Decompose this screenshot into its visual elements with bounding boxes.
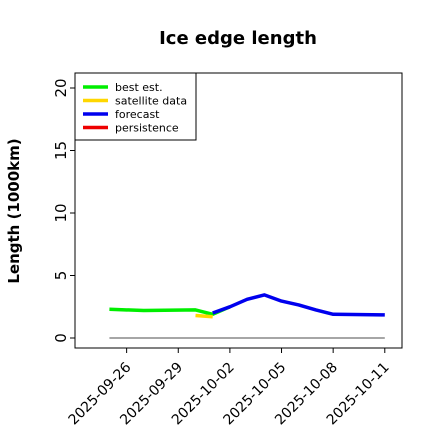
- y-tick-label: 5: [52, 271, 70, 281]
- legend-label: best est.: [115, 81, 163, 94]
- legend-label: satellite data: [115, 95, 187, 108]
- y-axis-label: Length (1000km): [5, 138, 23, 283]
- legend: best est.satellite dataforecastpersisten…: [74, 72, 197, 141]
- y-tick-label: 15: [52, 141, 70, 160]
- legend-label: forecast: [115, 108, 160, 121]
- y-tick-label: 20: [52, 78, 70, 97]
- series-line-best-est: [109, 305, 231, 317]
- plot-area: [74, 72, 403, 349]
- plot-frame: [74, 72, 403, 349]
- y-tick-label: 10: [52, 203, 70, 222]
- chart-title: Ice edge length: [159, 28, 317, 49]
- y-axis: 0 5 10 15 20: [52, 78, 75, 343]
- y-tick-label: 0: [52, 333, 70, 343]
- series-line-satellite-data: [195, 313, 213, 319]
- legend-label: persistence: [115, 122, 179, 135]
- series-line-forecast: [212, 293, 385, 317]
- x-axis: 2025-09-262025-09-292025-10-022025-10-05…: [66, 348, 393, 428]
